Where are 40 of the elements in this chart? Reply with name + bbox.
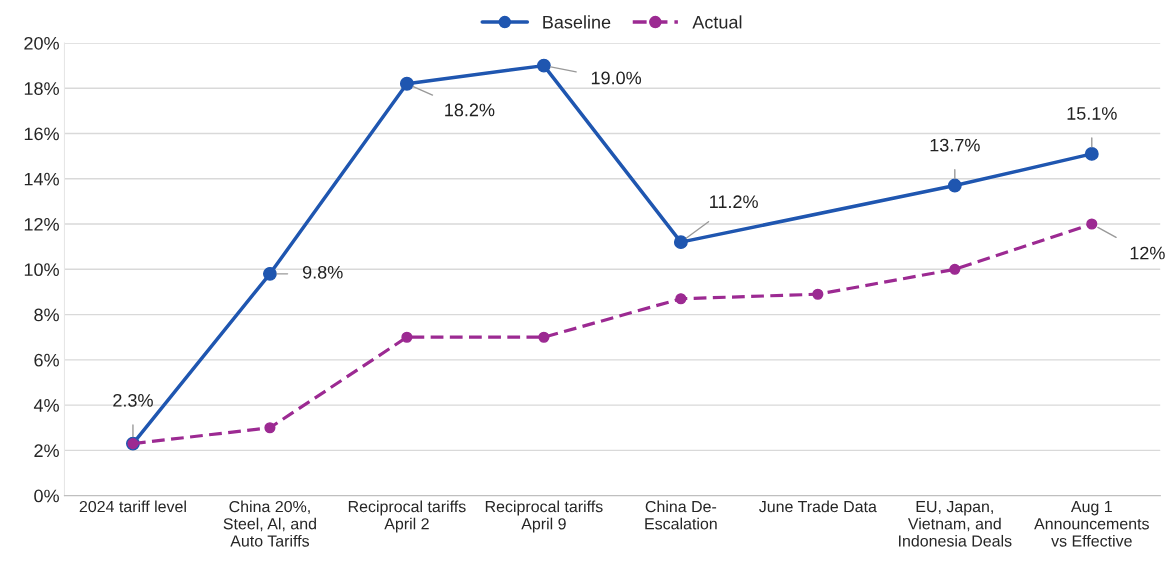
y-tick-label: 4% [33,399,59,412]
y-tick-label: 6% [34,353,59,367]
point [812,288,824,300]
data-label: 12% [1130,246,1165,260]
data-label: 15.1% [1067,107,1117,120]
y-tick-label: 0% [34,489,59,503]
data-label: 18.2% [445,103,495,117]
y-tick-label: 8% [34,308,59,322]
y-tick-label: 20% [24,36,59,50]
x-tick-label: China 20%, Steel, Al, and Auto Tariffs [223,500,316,547]
y-tick-label: 16% [24,127,59,141]
data-label: 11.2% [710,195,758,209]
x-tick-label: 2024 tariff level [79,500,186,513]
data-label: 13.7% [930,138,980,152]
point [538,331,550,343]
point [675,293,687,305]
point [262,266,277,281]
point [673,235,688,250]
point [264,422,276,434]
data-label: 19.0% [591,71,642,85]
x-tick-label: Reciprocal tariffs April 9 [485,500,603,533]
point [536,58,551,73]
y-tick-label: 12% [24,217,59,231]
x-tick-label: Reciprocal tariffs April 2 [348,500,466,533]
x-tick-label: Aug 1 Announcements vs Effective [1034,501,1149,547]
y-tick-label: 18% [24,82,59,95]
data-label: 2.3% [113,393,153,407]
point [949,263,961,275]
x-tick-label: June Trade Data [759,500,877,513]
point [401,331,413,343]
x-tick-label: China De- Escalation [645,500,717,530]
y-tick-label: 14% [24,172,59,186]
point [399,76,414,91]
y-tick-label: 2% [34,444,59,458]
x-tick-label: EU, Japan, Vietnam, and Indonesia Deals [899,501,1012,547]
legend-label: Baseline [543,15,611,29]
point [1086,218,1098,230]
data-label: 9.8% [302,265,343,279]
y-tick-label: 10% [24,263,59,277]
legend-label: Actual [692,15,742,29]
